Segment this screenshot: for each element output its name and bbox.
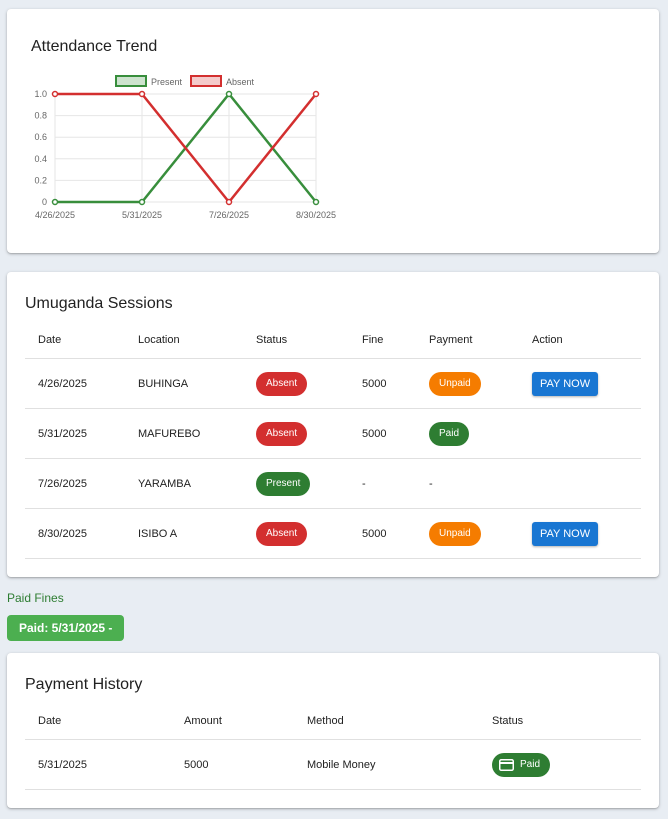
col-amount: Amount [171, 703, 294, 740]
payment-method: Mobile Money [294, 739, 479, 790]
col-location: Location [125, 322, 243, 359]
data-point-present [138, 198, 146, 206]
table-row: 8/30/2025 ISIBO A Absent 5000 Unpaid PAY… [25, 508, 641, 559]
col-method: Method [294, 703, 479, 740]
session-location: MAFUREBO [125, 408, 243, 459]
payment-badge: Unpaid [429, 371, 481, 396]
table-row: 4/26/2025 BUHINGA Absent 5000 Unpaid PAY… [25, 358, 641, 409]
paid-fine-chip: Paid: 5/31/2025 - [7, 615, 125, 641]
session-fine: - [349, 458, 416, 509]
data-point-present [51, 198, 59, 206]
pay-now-button[interactable]: PAY NOW [532, 521, 599, 546]
history-header-row: Date Amount Method Status [25, 703, 641, 740]
data-point-present [312, 198, 320, 206]
attendance-trend-title: Attendance Trend [31, 38, 158, 55]
data-point-absent [51, 90, 59, 98]
payment-date: 5/31/2025 [25, 739, 171, 790]
payment-badge: Paid [429, 421, 470, 446]
status-badge: Absent [256, 371, 308, 396]
status-badge: Absent [256, 521, 308, 546]
x-tick-label: 7/26/2025 [209, 210, 249, 220]
session-date: 5/31/2025 [25, 408, 125, 459]
payment-amount: 5000 [171, 739, 294, 790]
data-point-absent [312, 90, 320, 98]
data-point-absent [225, 198, 233, 206]
series-line-absent [55, 92, 317, 204]
legend-label-present: Present [151, 77, 183, 87]
session-action-empty [519, 408, 641, 459]
data-point-absent [138, 90, 146, 98]
session-location: YARAMBA [125, 458, 243, 509]
session-date: 4/26/2025 [25, 358, 125, 409]
data-point-present [225, 90, 233, 98]
col-fine: Fine [349, 322, 416, 359]
session-location: ISIBO A [125, 508, 243, 559]
table-row: 5/31/2025 5000 Mobile Money Paid [25, 739, 641, 790]
y-tick-label: 1.0 [34, 89, 47, 99]
payment-history-title: Payment History [25, 676, 143, 693]
session-location: BUHINGA [125, 358, 243, 409]
x-tick-label: 5/31/2025 [122, 210, 162, 220]
umuganda-sessions-card: Umuganda Sessions Date Location Status F… [7, 272, 659, 577]
x-tick-label: 4/26/2025 [35, 210, 75, 220]
session-fine: 5000 [349, 408, 416, 459]
session-fine: 5000 [349, 508, 416, 559]
col-payment: Payment [416, 322, 519, 359]
y-tick-label: 0.4 [34, 154, 47, 164]
table-row: 7/26/2025 YARAMBA Present - - [25, 458, 641, 509]
status-badge: Absent [256, 421, 308, 446]
attendance-trend-card: Attendance Trend 1.0 0.8 0.6 0.4 0.2 0 4/26/20… [7, 9, 659, 253]
payment-status-badge: Paid [492, 752, 551, 777]
sessions-table: Date Location Status Fine Payment Action… [25, 322, 641, 559]
attendance-line-chart: 1.0 0.8 0.6 0.4 0.2 0 4/26/2025 5/31/2025 7/26/2… [34, 75, 336, 220]
paid-fines-label: Paid Fines [7, 591, 64, 605]
y-tick-label: 0.2 [34, 175, 47, 185]
pay-now-button[interactable]: PAY NOW [532, 371, 599, 396]
session-action-empty [519, 458, 641, 509]
y-tick-label: 0.6 [34, 132, 47, 142]
legend-label-absent: Absent [226, 77, 255, 87]
session-fine: 5000 [349, 358, 416, 409]
session-date: 7/26/2025 [25, 458, 125, 509]
col-action: Action [519, 322, 641, 359]
status-badge: Present [256, 471, 311, 496]
payment-status-label: Paid [520, 758, 541, 770]
session-payment: - [416, 458, 519, 509]
session-date: 8/30/2025 [25, 508, 125, 559]
payment-history-card: Payment History Date Amount Method Statu… [7, 653, 659, 808]
y-tick-label: 0.8 [34, 111, 47, 121]
y-tick-label: 0 [42, 197, 47, 207]
legend-swatch-present [115, 75, 147, 87]
legend-swatch-absent [190, 75, 222, 87]
col-date: Date [25, 703, 171, 740]
sessions-header-row: Date Location Status Fine Payment Action [25, 322, 641, 359]
x-tick-label: 8/30/2025 [296, 210, 336, 220]
payment-history-table: Date Amount Method Status 5/31/2025 5000… [25, 703, 641, 790]
table-row: 5/31/2025 MAFUREBO Absent 5000 Paid [25, 408, 641, 459]
col-status: Status [479, 703, 641, 740]
payment-badge: Unpaid [429, 521, 481, 546]
col-status: Status [243, 322, 349, 359]
col-date: Date [25, 322, 125, 359]
sessions-title: Umuganda Sessions [25, 295, 173, 312]
credit-card-icon [499, 758, 514, 771]
